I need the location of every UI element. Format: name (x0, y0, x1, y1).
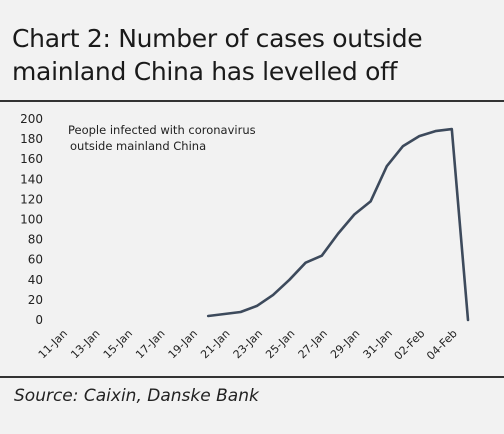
series-line (206, 127, 470, 322)
x-axis: 11-Jan13-Jan15-Jan17-Jan19-Jan21-Jan23-J… (36, 327, 460, 363)
x-tick-label: 19-Jan (166, 327, 200, 361)
y-tick-label: 60 (28, 253, 43, 267)
x-tick-label: 29-Jan (328, 327, 362, 361)
y-tick-label: 100 (20, 213, 43, 227)
x-tick-label: 27-Jan (296, 327, 330, 361)
line-chart: 0 20 40 60 80 100 120 140 160 180 200 11-Jan13-Jan… (20, 112, 470, 363)
x-tick-label: 17-Jan (133, 327, 167, 361)
y-tick-label: 140 (20, 172, 43, 186)
y-tick-label: 180 (20, 132, 43, 146)
x-tick-label: 13-Jan (68, 327, 102, 361)
x-tick-label: 31-Jan (361, 327, 395, 361)
x-tick-label: 15-Jan (101, 327, 135, 361)
y-tick-label: 160 (20, 152, 43, 166)
y-tick-label: 20 (28, 293, 43, 307)
y-tick-label: 80 (28, 233, 43, 247)
bottom-divider (0, 376, 504, 378)
x-tick-label: 02-Feb (392, 327, 428, 363)
series-group (206, 127, 470, 322)
y-tick-label: 0 (35, 313, 43, 327)
y-tick-label: 200 (20, 112, 43, 126)
y-tick-label: 120 (20, 192, 43, 206)
x-tick-label: 04-Feb (424, 327, 460, 363)
annotation-line-1: People infected with coronavirus (68, 123, 256, 137)
top-divider (0, 100, 504, 102)
x-tick-label: 21-Jan (198, 327, 232, 361)
source-note: Source: Caixin, Danske Bank (14, 386, 259, 406)
x-tick-label: 23-Jan (231, 327, 265, 361)
series-annotation: People infected with coronavirus outside… (68, 123, 256, 153)
x-tick-label: 11-Jan (36, 327, 70, 361)
annotation-line-2: outside mainland China (70, 139, 206, 153)
x-tick-label: 25-Jan (263, 327, 297, 361)
chart-title: Chart 2: Number of cases outside mainlan… (12, 24, 423, 86)
y-axis: 0 20 40 60 80 100 120 140 160 180 200 (20, 112, 43, 327)
y-tick-label: 40 (28, 273, 43, 287)
